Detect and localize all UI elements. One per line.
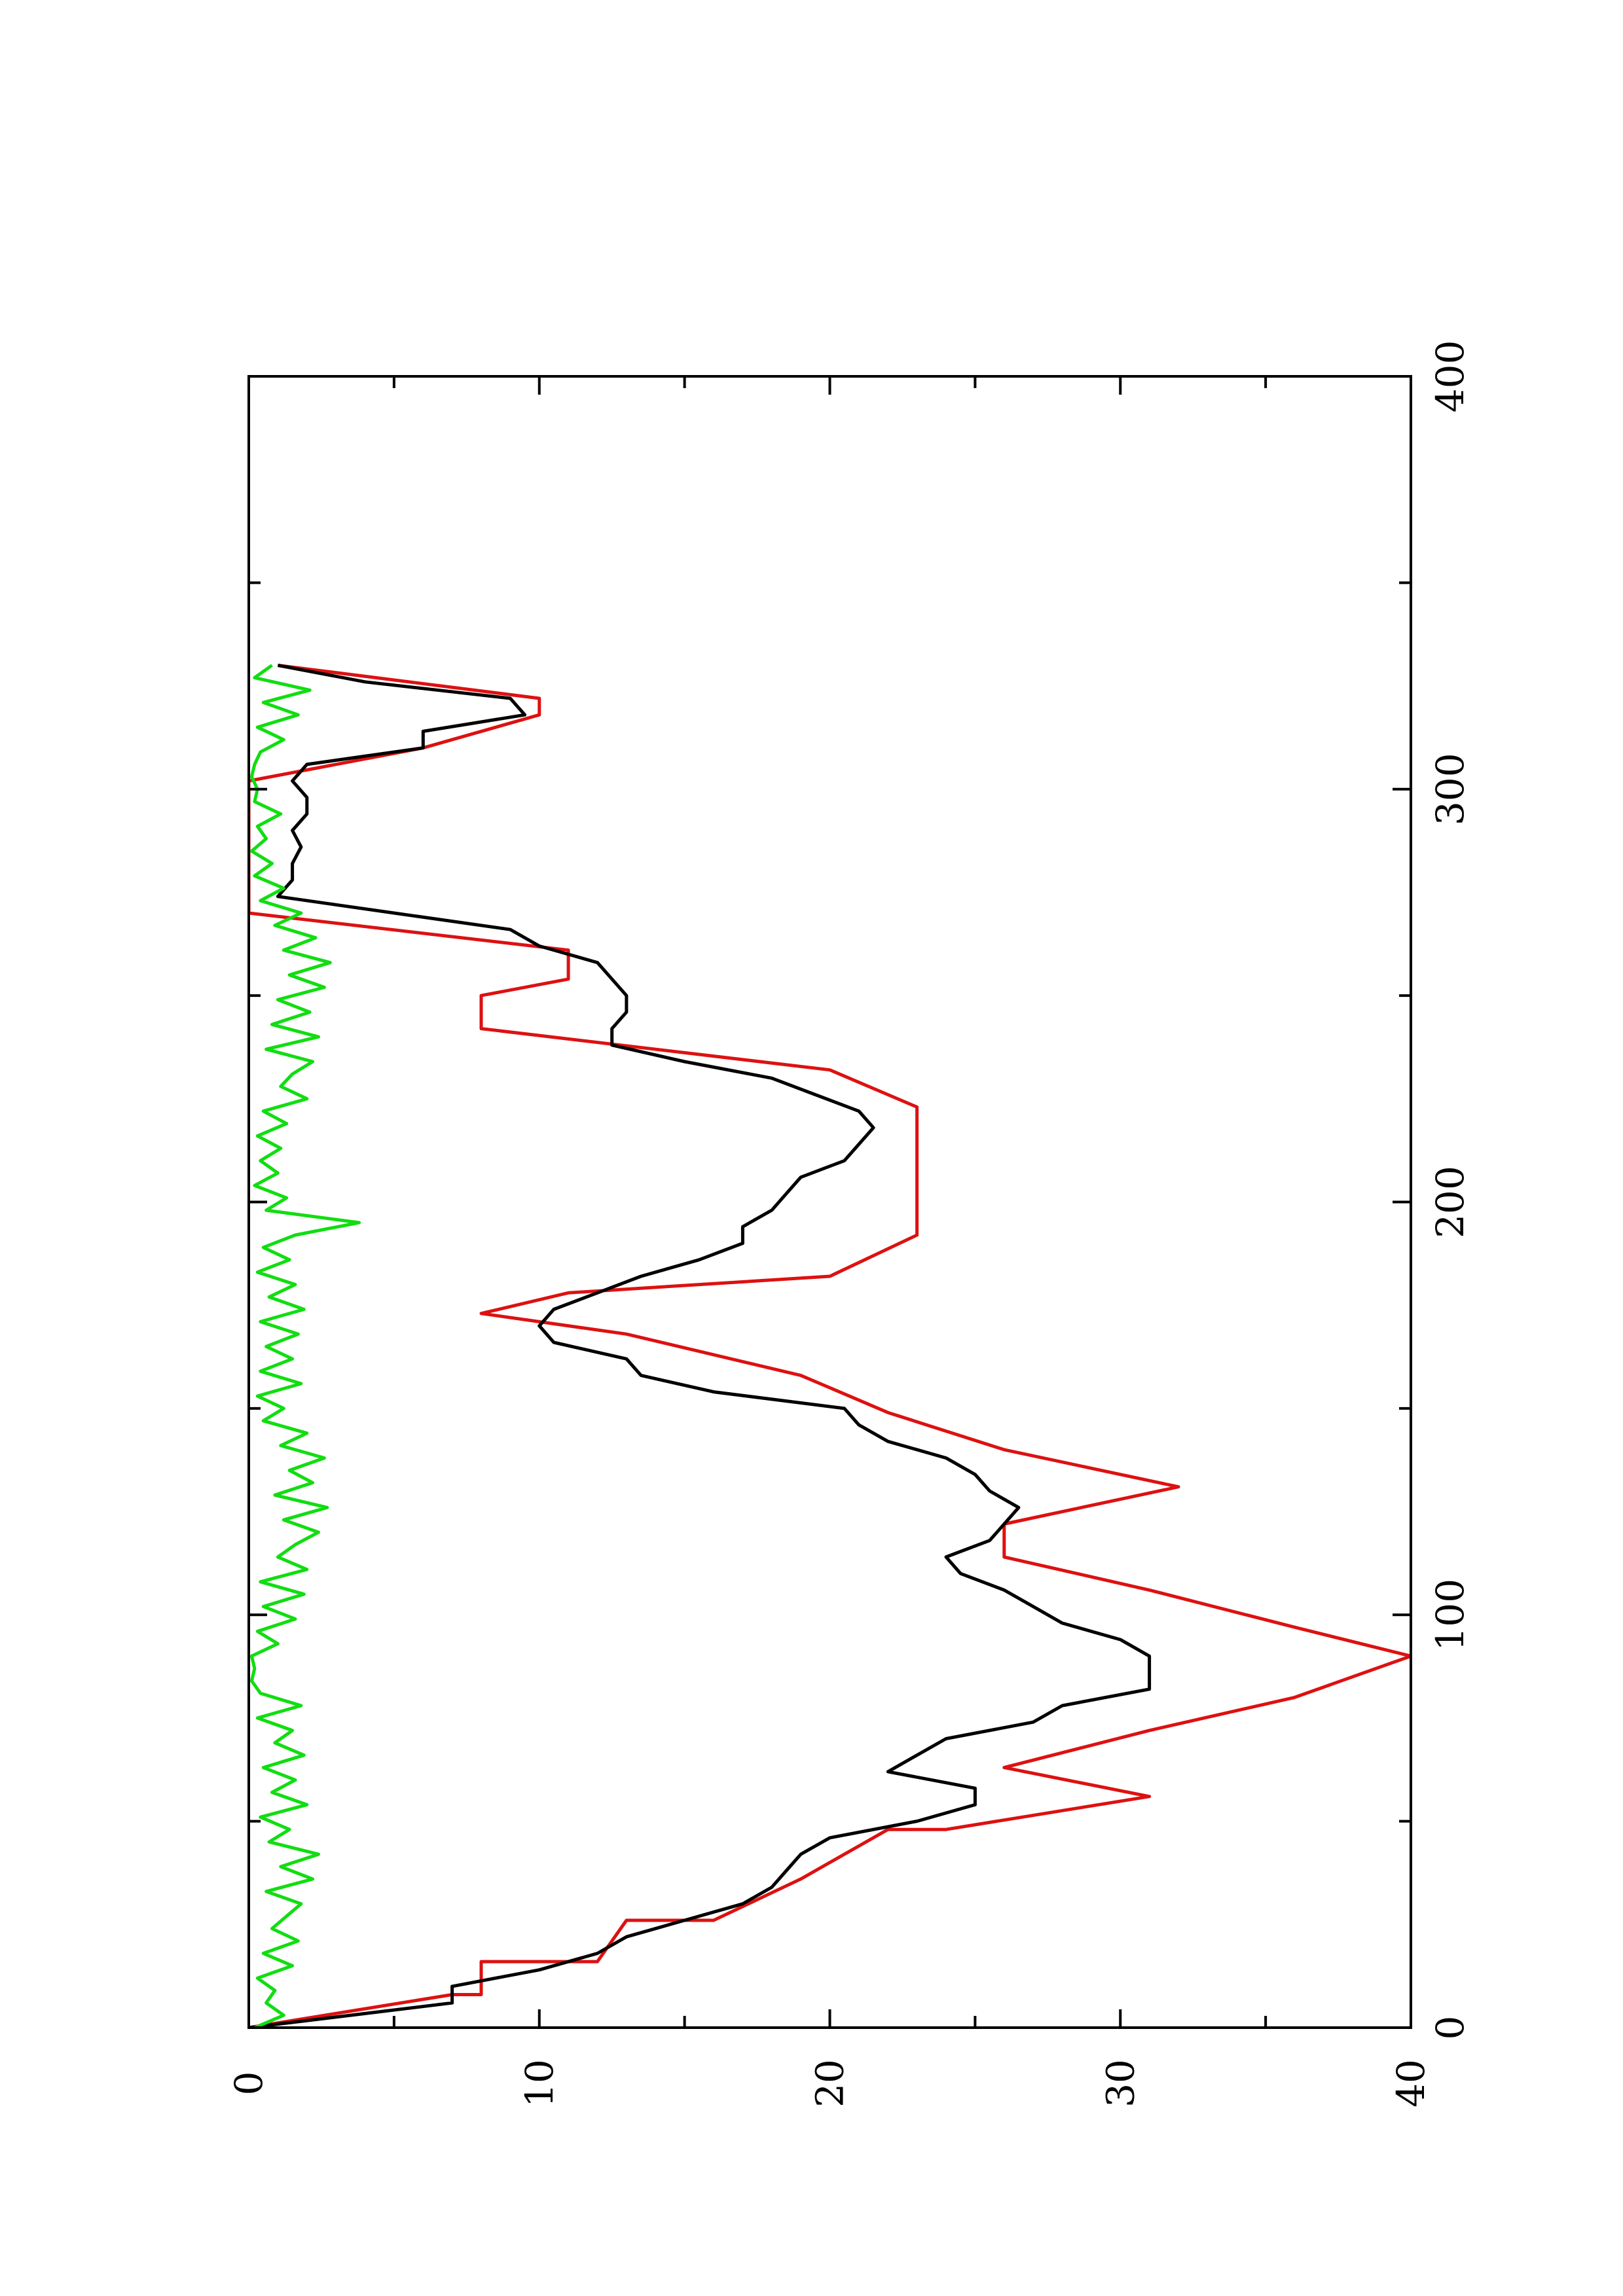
x-tick-label: 200 [1428,1166,1472,1238]
series-layer [249,664,1411,2028]
x-tick-label: 100 [1428,1579,1472,1651]
label-layer: 0 100 200 300 400 0 10 20 30 40 [227,340,1472,2108]
series-red-line [249,664,1411,2028]
series-black-line [249,664,1152,2028]
y-tick-label: 10 [517,2059,562,2108]
y-tick-label: 0 [227,2072,271,2096]
tick-layer [247,375,1412,2029]
x-tick-label: 400 [1428,340,1472,413]
series-green-line [249,664,361,2028]
x-tick-label: 0 [1428,2016,1472,2040]
x-tick-label: 300 [1428,753,1472,825]
y-tick-label: 40 [1389,2059,1433,2108]
y-tick-label: 30 [1098,2059,1142,2108]
y-tick-label: 20 [808,2059,852,2108]
